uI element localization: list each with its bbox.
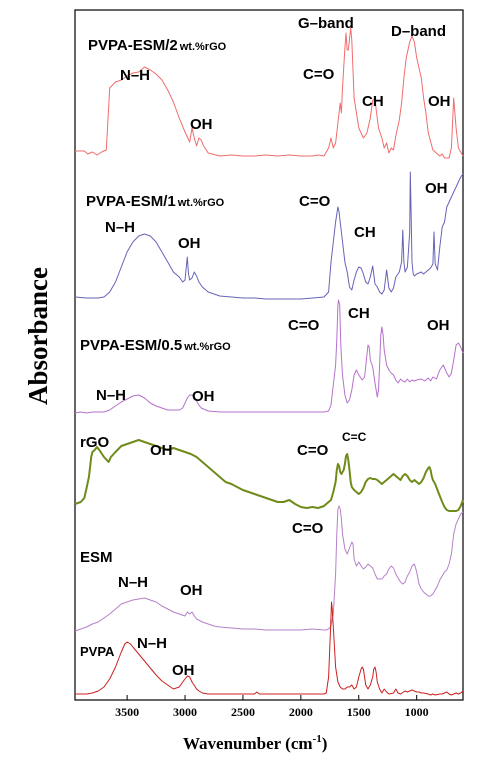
peak-label-oh: OH [428,93,451,110]
peak-label-cc: C=C [342,430,367,444]
peak-label-ch: CH [348,305,370,322]
x-axis-ticks: 3500 3000 2500 2000 1500 1000 [115,695,429,719]
peak-label-co: C=O [297,442,329,459]
peak-label-nh: N–H [105,219,135,236]
series-label-pvpa-esm-1: PVPA-ESM/1 wt.%rGO [86,193,225,210]
spectrum-line-rgo [74,439,464,512]
x-tick-label: 1500 [347,705,371,719]
series-label-pvpa: PVPA [80,644,115,659]
peak-label-oh: OH [192,388,215,405]
peak-label-co: C=O [303,66,335,83]
peak-label-oh: OH [425,180,448,197]
peak-label-g-band: G–band [298,15,354,32]
spectrum-line-pvpa-esm-1 [74,171,464,300]
peak-label-nh: N–H [120,67,150,84]
peak-label-co: C=O [299,193,331,210]
peak-label-oh: OH [190,116,213,133]
peak-label-nh: N–H [137,635,167,652]
peak-label-co: C=O [292,520,324,537]
peak-label-oh: OH [150,442,173,459]
spectrum-line-pvpa [75,601,464,696]
peak-label-nh: N–H [96,387,126,404]
y-axis-title: Absorbance [23,267,53,405]
peak-label-ch: CH [362,93,384,110]
x-tick-label: 2000 [289,705,313,719]
peak-label-oh: OH [178,235,201,252]
series-label-pvpa-esm-2: PVPA-ESM/2 wt.%rGO [88,37,227,54]
plot-frame [74,9,464,701]
spectrum-line-pvpa-esm-0-5 [74,299,464,414]
peak-label-ch: CH [354,224,376,241]
x-axis-title: Wavenumber (cm-1) [183,733,327,753]
peak-label-oh: OH [172,662,195,679]
peak-label-co: C=O [288,317,320,334]
spectrum-line-esm [74,505,464,632]
x-tick-label: 3000 [173,705,197,719]
x-tick-label: 3500 [115,705,139,719]
x-tick-label: 2500 [231,705,255,719]
spectrum-line-pvpa-esm-2 [75,27,464,159]
series-label-rgo: rGO [80,434,110,451]
peak-label-d-band: D–band [391,23,446,40]
x-tick-label: 1000 [405,705,429,719]
peak-label-oh: OH [427,317,450,334]
peak-label-oh: OH [180,582,203,599]
series-label-esm: ESM [80,549,113,566]
series-label-pvpa-esm-0-5: PVPA-ESM/0.5 wt.%rGO [80,337,231,354]
peak-label-nh: N–H [118,574,148,591]
spectra-layer [74,27,464,696]
